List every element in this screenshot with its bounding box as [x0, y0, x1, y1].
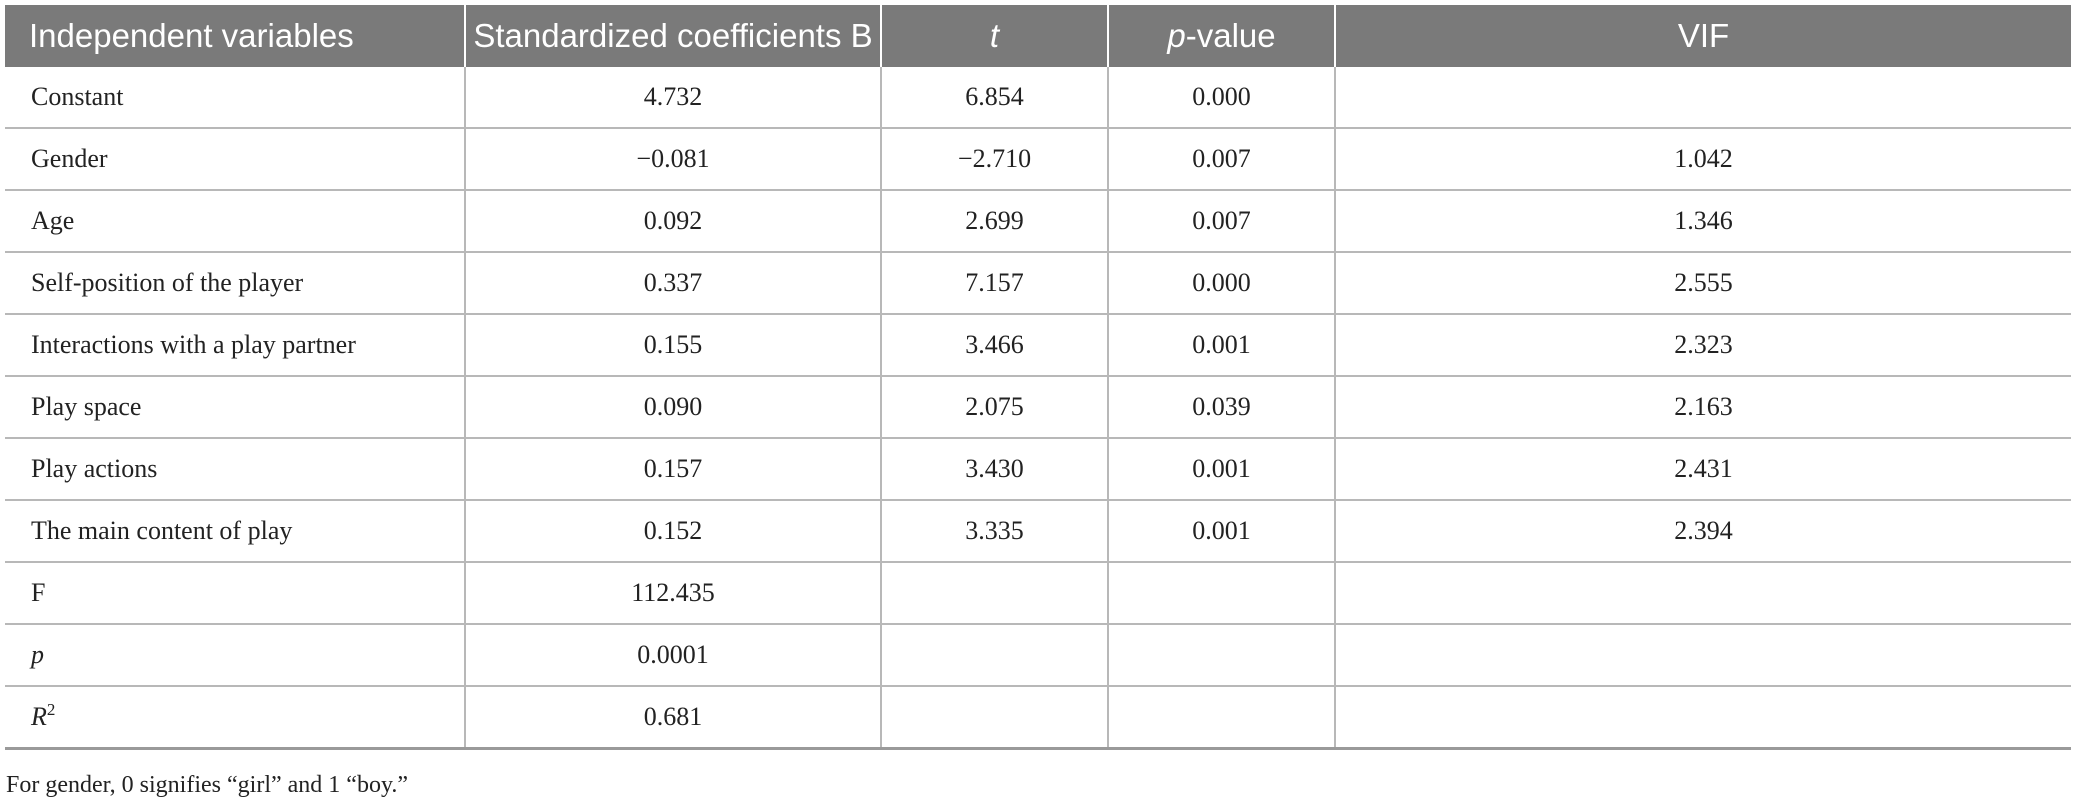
summary-label-superscript: 2: [46, 700, 56, 719]
vif-value-cell: 1.346: [1334, 189, 2071, 252]
header-t: t: [880, 5, 1108, 67]
table-row: Age 0.092 2.699 0.007 1.346: [5, 189, 2071, 252]
table-row: Gender −0.081 −2.710 0.007 1.042: [5, 127, 2071, 190]
summary-row: R2 0.681: [5, 685, 2071, 749]
summary-label: F: [31, 578, 46, 607]
standardized-coefficient-cell: 4.732: [464, 67, 881, 128]
standardized-coefficient-cell: 0.152: [464, 499, 881, 562]
t-value-cell: 3.430: [880, 437, 1108, 500]
header-p-value-suffix: -value: [1185, 17, 1276, 54]
standardized-coefficient-cell: 0.157: [464, 437, 881, 500]
summary-value-cell: 0.681: [464, 685, 881, 749]
empty-cell: [1107, 623, 1335, 686]
t-value-cell: 7.157: [880, 251, 1108, 314]
summary-label: p: [31, 640, 44, 669]
header-p-label: p: [1167, 17, 1186, 54]
empty-cell: [1334, 685, 2071, 749]
t-value-cell: 2.699: [880, 189, 1108, 252]
summary-label-cell: p: [5, 623, 465, 686]
vif-value-cell: 2.323: [1334, 313, 2071, 376]
vif-value-cell: 2.394: [1334, 499, 2071, 562]
summary-row: p 0.0001: [5, 623, 2071, 686]
p-value-cell: 0.039: [1107, 375, 1335, 438]
empty-cell: [1107, 561, 1335, 624]
empty-cell: [1334, 561, 2071, 624]
t-value-cell: 6.854: [880, 67, 1108, 128]
table-body: Constant 4.732 6.854 0.000 Gender −0.081 −2.71…: [5, 67, 2071, 749]
variable-name-cell: Interactions with a play partner: [5, 313, 465, 376]
t-value-cell: 2.075: [880, 375, 1108, 438]
t-value-cell: 3.335: [880, 499, 1108, 562]
vif-value-cell: 2.163: [1334, 375, 2071, 438]
empty-cell: [880, 685, 1108, 749]
standardized-coefficient-cell: 0.090: [464, 375, 881, 438]
p-value-cell: 0.001: [1107, 499, 1335, 562]
summary-value-cell: 0.0001: [464, 623, 881, 686]
header-t-label: t: [989, 17, 1000, 54]
standardized-coefficient-cell: 0.337: [464, 251, 881, 314]
summary-value-cell: 112.435: [464, 561, 881, 624]
summary-row: F 112.435: [5, 561, 2071, 624]
p-value-cell: 0.007: [1107, 189, 1335, 252]
variable-name-cell: Age: [5, 189, 465, 252]
header-independent-variables: Independent variables: [5, 5, 465, 67]
table-footnote: For gender, 0 signifies “girl” and 1 “bo…: [6, 772, 409, 798]
p-value-cell: 0.001: [1107, 313, 1335, 376]
table-row: Play space 0.090 2.075 0.039 2.163: [5, 375, 2071, 438]
table-row: Play actions 0.157 3.430 0.001 2.431: [5, 437, 2071, 500]
header-row: Independent variables Standardized coeff…: [5, 5, 2071, 67]
empty-cell: [1334, 623, 2071, 686]
regression-table: Independent variables Standardized coeff…: [5, 5, 2071, 750]
variable-name-cell: Self-position of the player: [5, 251, 465, 314]
table-row: Constant 4.732 6.854 0.000: [5, 67, 2071, 128]
summary-label: R: [31, 702, 47, 731]
vif-value-cell: 2.431: [1334, 437, 2071, 500]
standardized-coefficient-cell: −0.081: [464, 127, 881, 190]
table-row: Interactions with a play partner 0.155 3.4…: [5, 313, 2071, 376]
standardized-coefficient-cell: 0.092: [464, 189, 881, 252]
p-value-cell: 0.000: [1107, 67, 1335, 128]
variable-name-cell: Constant: [31, 82, 124, 111]
standardized-coefficient-cell: 0.155: [464, 313, 881, 376]
p-value-cell: 0.007: [1107, 127, 1335, 190]
vif-value-cell: 2.555: [1334, 251, 2071, 314]
summary-label-cell: F: [5, 561, 465, 624]
p-value-cell: 0.001: [1107, 437, 1335, 500]
p-value-cell: 0.000: [1107, 251, 1335, 314]
summary-label-cell: R2: [5, 685, 465, 749]
variable-name-cell: The main content of play: [5, 499, 465, 562]
t-value-cell: −2.710: [880, 127, 1108, 190]
table-row: The main content of play 0.152 3.335 0.001 2…: [5, 499, 2071, 562]
empty-cell: [1107, 685, 1335, 749]
variable-name-cell: Gender: [5, 127, 465, 190]
table-row: Self-position of the player 0.337 7.157 0.0…: [5, 251, 2071, 314]
empty-cell: [880, 561, 1108, 624]
header-standardized-coefficients: Standardized coefficients B: [464, 5, 881, 67]
vif-value-cell: [1334, 67, 2071, 128]
empty-cell: [880, 623, 1108, 686]
regression-table-container: Independent variables Standardized coeff…: [5, 5, 2071, 750]
t-value-cell: 3.466: [880, 313, 1108, 376]
vif-value-cell: 1.042: [1334, 127, 2071, 190]
header-vif: VIF: [1334, 5, 2071, 67]
variable-name-cell: Play actions: [5, 437, 465, 500]
variable-name-cell: Play space: [5, 375, 465, 438]
header-p-value: p-value: [1107, 5, 1335, 67]
